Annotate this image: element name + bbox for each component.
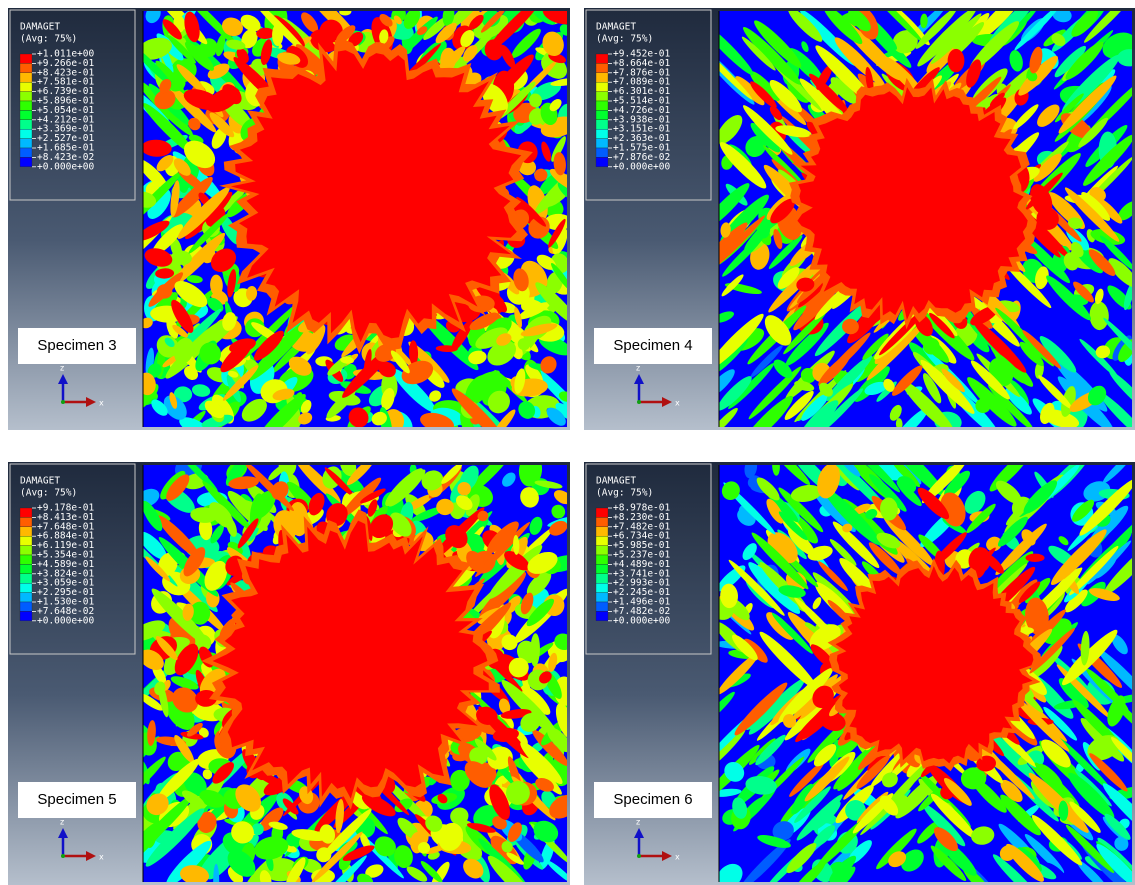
legend-swatch [20,611,32,620]
legend-swatch [20,82,32,91]
specimen-label: Specimen 3 [37,337,116,354]
legend-swatch [596,73,608,82]
triad-z-label: z [636,364,640,373]
legend-swatch [20,120,32,129]
legend-value: +0.000e+00 [37,161,94,172]
legend-swatch [596,92,608,101]
legend-swatch [596,54,608,63]
triad-origin [61,854,65,858]
specimen-label: Specimen 4 [613,337,692,354]
triad-x-label: x [99,853,104,862]
contour-plot [694,462,1135,885]
contour-plot [690,8,1135,430]
legend-swatch [596,508,608,517]
triad-z-label: z [60,364,64,373]
triad-z-label: z [636,818,640,827]
legend-swatch [596,148,608,157]
legend-swatch [596,583,608,592]
legend-swatch [20,602,32,611]
legend-swatch [596,63,608,72]
legend-swatch [596,527,608,536]
legend-swatch [20,129,32,138]
legend-swatch [20,63,32,72]
legend-swatch [596,139,608,148]
legend-swatch [20,73,32,82]
legend-swatch [596,517,608,526]
viewport: DAMAGET(Avg: 75%)+1.011e+00+9.266e-01+8.… [8,8,570,430]
triad-x-label: x [675,853,680,862]
legend-swatch [596,120,608,129]
legend-swatch [20,157,32,166]
legend-swatch [596,564,608,573]
legend-swatch [596,611,608,620]
legend-swatch [20,583,32,592]
viewport-panel: DAMAGET(Avg: 75%)+9.178e-01+8.413e-01+7.… [8,462,570,885]
triad-x-label: x [675,399,680,408]
legend-swatch [596,574,608,583]
specimen-label: Specimen 5 [37,791,116,808]
legend-swatch [20,54,32,63]
legend-title: DAMAGET [596,476,636,487]
legend-swatch [20,110,32,119]
legend-swatch [20,527,32,536]
legend-swatch [596,593,608,602]
legend-swatch [20,555,32,564]
legend-subtitle: (Avg: 75%) [20,488,77,499]
legend-swatch [20,139,32,148]
legend-swatch [596,602,608,611]
viewport-panel: DAMAGET(Avg: 75%)+8.978e-01+8.230e-01+7.… [584,462,1135,885]
legend-swatch [596,157,608,166]
legend-swatch [596,82,608,91]
viewport: DAMAGET(Avg: 75%)+9.178e-01+8.413e-01+7.… [8,462,570,885]
legend-subtitle: (Avg: 75%) [20,34,77,45]
triad-origin [637,400,641,404]
legend-swatch [20,508,32,517]
legend-swatch [20,536,32,545]
viewport: DAMAGET(Avg: 75%)+8.978e-01+8.230e-01+7.… [584,462,1135,885]
legend-swatch [20,101,32,110]
triad-x-label: x [99,399,104,408]
legend-swatch [596,110,608,119]
legend-title: DAMAGET [20,22,60,33]
legend-swatch [20,574,32,583]
damage-core [797,87,1027,320]
legend-subtitle: (Avg: 75%) [596,34,653,45]
legend-swatch [596,536,608,545]
viewport: DAMAGET(Avg: 75%)+9.452e-01+8.664e-01+7.… [584,8,1135,430]
contour-plot [112,462,570,885]
legend-swatch [20,148,32,157]
legend-swatch [596,555,608,564]
contour-plot [124,8,570,430]
legend-swatch [596,129,608,138]
legend-swatch [20,517,32,526]
viewport-panel: DAMAGET(Avg: 75%)+9.452e-01+8.664e-01+7.… [584,8,1135,430]
triad-origin [637,854,641,858]
legend-swatch [20,564,32,573]
contour-blob [1026,554,1045,562]
legend-swatch [20,546,32,555]
legend-value: +0.000e+00 [37,615,94,626]
viewport-panel: DAMAGET(Avg: 75%)+1.011e+00+9.266e-01+8.… [8,8,570,430]
legend-subtitle: (Avg: 75%) [596,488,653,499]
legend-value: +0.000e+00 [613,161,670,172]
specimen-label: Specimen 6 [613,791,692,808]
legend-swatch [20,92,32,101]
legend-value: +0.000e+00 [613,615,670,626]
legend-title: DAMAGET [20,476,60,487]
figure: DAMAGET(Avg: 75%)+1.011e+00+9.266e-01+8.… [0,0,1135,885]
triad-origin [61,400,65,404]
legend-title: DAMAGET [596,22,636,33]
triad-z-label: z [60,818,64,827]
legend-swatch [596,546,608,555]
legend-swatch [20,593,32,602]
legend-swatch [596,101,608,110]
